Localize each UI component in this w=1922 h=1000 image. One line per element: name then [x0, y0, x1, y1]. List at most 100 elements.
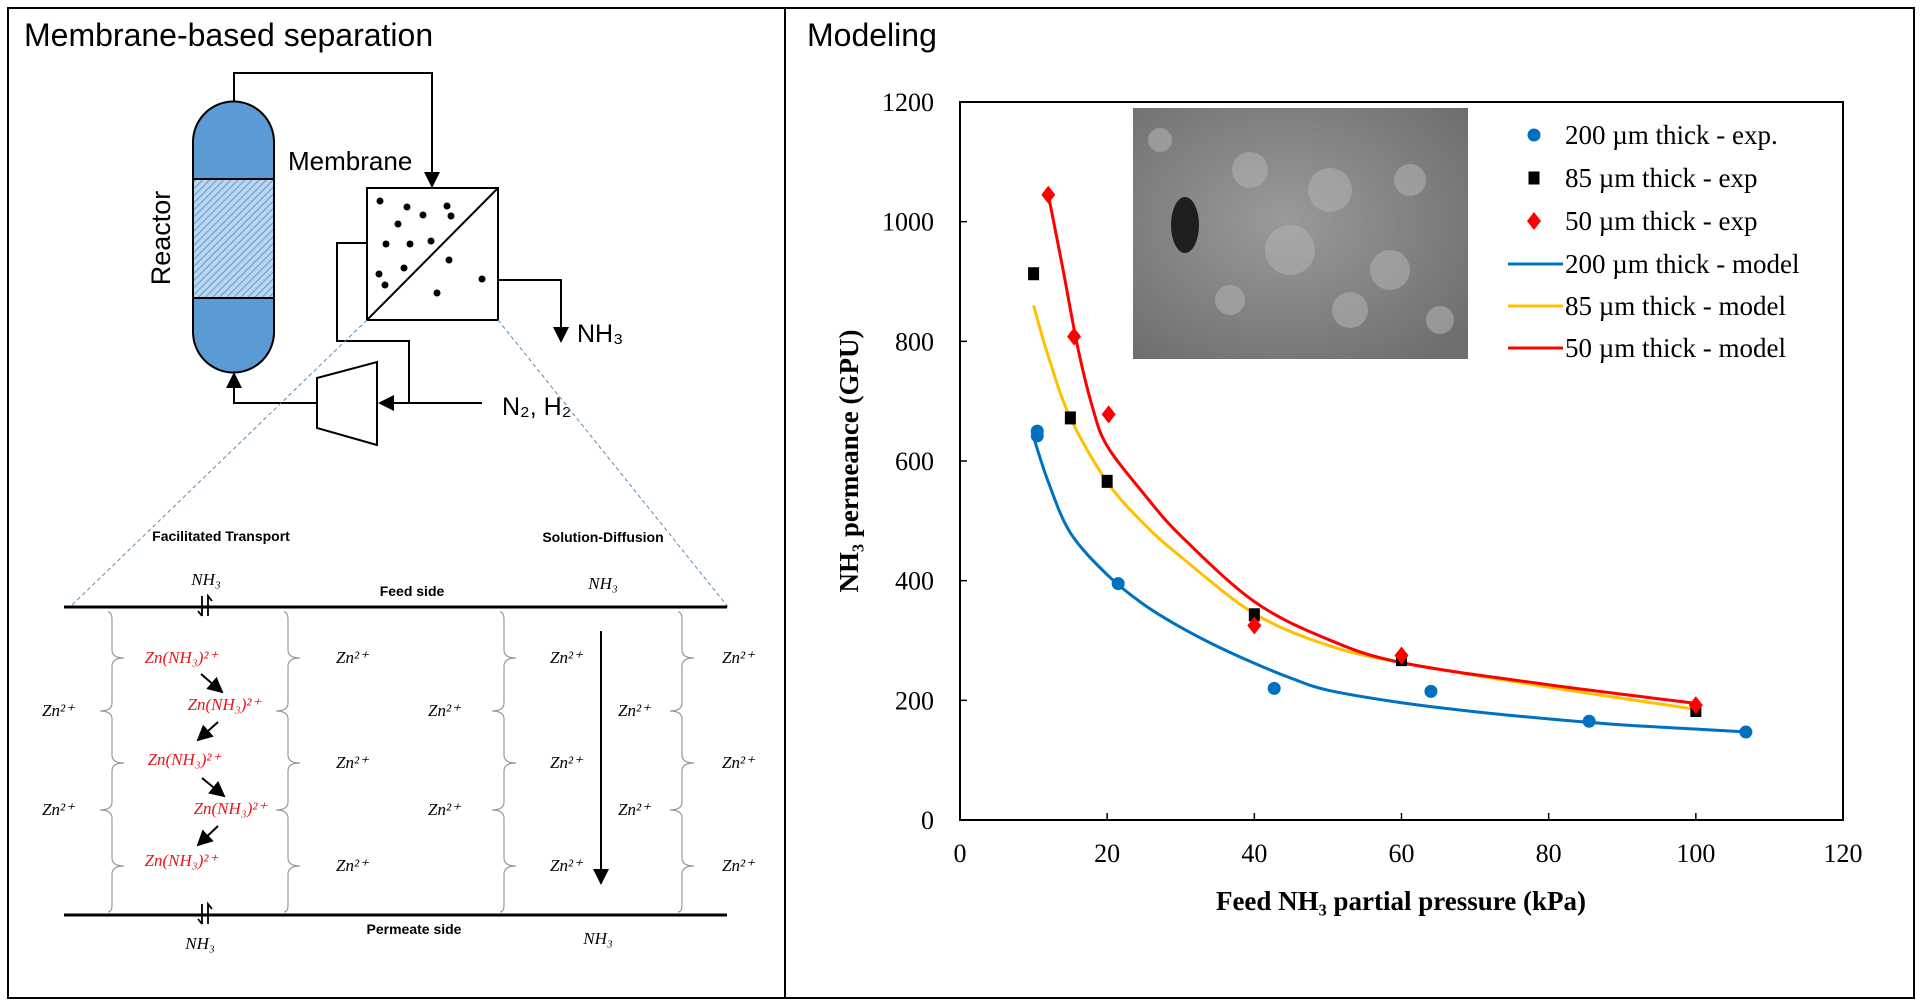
x-tick-label: 60	[1389, 839, 1415, 868]
polymer-chains	[99, 611, 695, 913]
legend-item: 200 µm thick - exp.	[1527, 120, 1778, 150]
model-line-3	[1032, 436, 1748, 734]
zn-ammine-complex-label: Zn(NH₃)²⁺	[145, 851, 220, 870]
model-line-4	[1032, 305, 1697, 711]
data-point	[1101, 405, 1116, 424]
zn-ammine-complex-label: Zn(NH₃)²⁺	[148, 750, 223, 769]
zn-ion-label: Zn²⁺	[42, 701, 76, 720]
nh3-permeate-left: NH₃	[184, 934, 215, 953]
data-point	[1739, 725, 1753, 739]
catalyst-bed	[192, 178, 275, 299]
data-point	[1688, 696, 1703, 715]
legend-marker-swatch	[1527, 212, 1541, 230]
data-point	[1064, 411, 1076, 425]
data-point	[1030, 429, 1044, 443]
polymer-chain-1	[99, 611, 125, 913]
data-point	[1101, 474, 1113, 488]
hopping-arrows	[196, 673, 226, 847]
zn-ion-label: Zn²⁺	[722, 753, 756, 772]
x-axis-label: Feed NH₃ partial pressure (kPa)	[1216, 886, 1586, 916]
x-tick-label: 80	[1536, 839, 1562, 868]
zn-ion-label: Zn²⁺	[336, 648, 370, 667]
legend: 200 µm thick - exp. 85 µm thick - exp 50 µ…	[1508, 120, 1800, 363]
zn-ion-label: Zn²⁺	[42, 800, 76, 819]
data-point	[1067, 327, 1082, 346]
x-tick-label: 20	[1094, 839, 1120, 868]
left-panel-title: Membrane-based separation	[24, 17, 433, 53]
legend-label: 50 µm thick - model	[1565, 333, 1786, 363]
zn-ion-label: Zn²⁺	[722, 648, 756, 667]
zn-ion-label: Zn²⁺	[618, 800, 652, 819]
legend-label: 200 µm thick - exp.	[1565, 120, 1778, 150]
feed-label: N₂, H₂	[502, 393, 571, 421]
nh3-permeate-right: NH₃	[582, 929, 613, 948]
legend-label: 85 µm thick - exp	[1565, 163, 1758, 193]
data-point	[1582, 714, 1596, 728]
sem-inset-image	[1133, 108, 1468, 359]
y-axis-label: NH₃ permeance (GPU)	[834, 329, 864, 592]
legend-item: 85 µm thick - exp	[1528, 163, 1758, 193]
x-tick-label: 0	[954, 839, 967, 868]
data-point	[1248, 608, 1260, 622]
reactor-outlet-pipe	[233, 72, 440, 188]
recycle-pipe	[336, 242, 410, 403]
process-schematic: Reactor Membrane NH₃ N₂, H₂	[69, 72, 729, 608]
zn-ion-label: Zn²⁺	[618, 701, 652, 720]
y-tick-label: 400	[895, 567, 934, 596]
data-point	[1111, 577, 1125, 591]
zoom-guide-left	[69, 319, 368, 608]
legend-marker-swatch	[1528, 171, 1540, 185]
nh3-feed-left: NH₃	[190, 570, 221, 589]
zn-ion-label: Zn²⁺	[722, 856, 756, 875]
legend-marker-swatch	[1527, 128, 1541, 142]
data-point	[1394, 646, 1409, 665]
nh3-feed-right: NH₃	[587, 574, 618, 593]
x-tick-label: 120	[1824, 839, 1863, 868]
zn-ion-label: Zn²⁺	[550, 648, 584, 667]
legend-item: 200 µm thick - model	[1508, 249, 1800, 279]
zn-ion-label: Zn²⁺	[428, 800, 462, 819]
zoom-guide-right	[497, 319, 729, 608]
zn-ammine-complex-label: Zn(NH₃)²⁺	[145, 648, 220, 667]
legend-item: 85 µm thick - model	[1508, 291, 1786, 321]
outer-border	[7, 7, 1915, 999]
feed-side-label: Feed side	[380, 583, 445, 599]
polymer-chain-3	[491, 611, 517, 913]
molecule-dots	[375, 197, 486, 297]
membrane-line	[366, 187, 499, 321]
zn-ion-label: Zn²⁺	[428, 701, 462, 720]
product-outlet-pipe	[498, 279, 569, 343]
facilitated-transport-title: Facilitated Transport	[152, 528, 290, 544]
solution-diffusion-title: Solution-Diffusion	[542, 529, 663, 545]
permeate-side-label: Permeate side	[367, 921, 462, 937]
legend-label: 200 µm thick - model	[1565, 249, 1800, 279]
y-tick-label: 1000	[882, 208, 934, 237]
y-tick-label: 200	[895, 686, 934, 715]
y-tick-label: 800	[895, 327, 934, 356]
model-line-5	[1046, 194, 1697, 705]
zn-ion-label: Zn²⁺	[550, 753, 584, 772]
membrane-label: Membrane	[288, 146, 412, 176]
y-tick-label: 1200	[882, 88, 934, 117]
x-tick-label: 40	[1241, 839, 1267, 868]
legend-item: 50 µm thick - model	[1508, 333, 1786, 363]
compressor	[316, 360, 378, 447]
legend-label: 85 µm thick - model	[1565, 291, 1786, 321]
y-tick-label: 600	[895, 447, 934, 476]
polymer-chain-2	[275, 611, 301, 913]
data-point	[1028, 267, 1040, 281]
zn-ammine-complex-label: Zn(NH₃)²⁺	[194, 799, 269, 818]
product-label: NH₃	[577, 320, 623, 348]
y-tick-label: 0	[921, 806, 934, 835]
zn-ion-label: Zn²⁺	[336, 753, 370, 772]
equilibrium-arrows	[197, 593, 213, 925]
reactor-inlet-pipe	[226, 372, 317, 404]
data-point	[1247, 616, 1262, 635]
x-tick-label: 100	[1676, 839, 1715, 868]
zn-ion-label: Zn²⁺	[336, 856, 370, 875]
legend-item: 50 µm thick - exp	[1527, 206, 1758, 236]
zn-ammine-complex-label: Zn(NH₃)²⁺	[188, 695, 263, 714]
data-point	[1041, 185, 1056, 204]
